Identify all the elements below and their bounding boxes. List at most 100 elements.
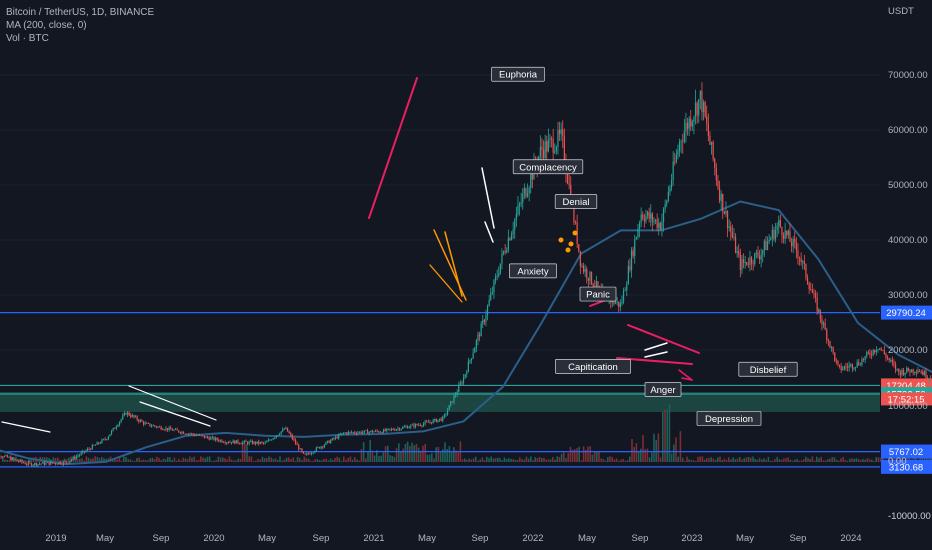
price-candle-body xyxy=(112,428,114,431)
volume-bar xyxy=(162,458,165,462)
volume-bar xyxy=(164,459,167,462)
pink-arrow-line xyxy=(681,377,693,381)
price-candle-body xyxy=(250,441,252,442)
price-candle-body xyxy=(834,352,836,361)
volume-bar xyxy=(395,448,398,462)
price-candle-body xyxy=(336,436,338,439)
price-candle-body xyxy=(210,437,212,440)
volume-bar xyxy=(120,460,123,462)
volume-bar xyxy=(681,457,684,462)
price-candle-body xyxy=(691,121,693,127)
price-candle-body xyxy=(800,258,802,262)
volume-bar xyxy=(142,459,145,462)
volume-bar xyxy=(461,459,464,462)
price-candle-body xyxy=(80,452,82,455)
price-candle-body xyxy=(318,447,321,449)
price-candle-body xyxy=(304,453,306,455)
price-candle-body xyxy=(195,435,197,437)
annotation-box xyxy=(696,411,762,426)
volume-bar xyxy=(488,458,490,462)
volume-bar xyxy=(314,459,316,462)
volume-bar xyxy=(549,459,552,462)
price-candle-body xyxy=(14,459,17,461)
price-candle-body xyxy=(35,463,37,466)
price-candle-body xyxy=(64,461,66,463)
volume-bar xyxy=(714,459,717,462)
price-candle-body xyxy=(896,368,898,370)
volume-bar xyxy=(499,458,501,462)
volume-indicator-label[interactable]: Vol · BTC xyxy=(6,33,49,44)
volume-bar xyxy=(114,458,116,462)
volume-bar xyxy=(774,459,776,462)
price-candle-body xyxy=(843,366,845,369)
price-candle-body xyxy=(280,431,282,435)
volume-bar xyxy=(565,458,567,462)
price-candle-body xyxy=(595,281,597,288)
price-candle-body xyxy=(227,442,229,444)
volume-bar xyxy=(912,456,915,462)
volume-bar xyxy=(112,459,114,462)
price-candle-body xyxy=(269,439,271,441)
volume-bar xyxy=(818,458,820,462)
price-candle-body xyxy=(165,427,167,430)
price-candle-body xyxy=(229,442,231,443)
price-candle-body xyxy=(93,445,95,446)
price-candle-body xyxy=(200,434,202,436)
ma-200-line xyxy=(0,200,932,466)
price-candle-body xyxy=(85,450,87,452)
price-tag-label: 5767.02 xyxy=(889,447,923,458)
price-candle-body xyxy=(312,452,314,454)
ma-indicator-label[interactable]: MA (200, close, 0) xyxy=(6,20,87,31)
volume-bar xyxy=(692,460,695,462)
volume-bar xyxy=(701,456,704,462)
volume-bar xyxy=(574,449,576,462)
volume-bar xyxy=(514,459,517,462)
price-candle-body xyxy=(723,211,725,214)
time-tick-label: Sep xyxy=(153,533,170,544)
price-candle-body xyxy=(416,424,418,426)
volume-bar xyxy=(690,459,693,462)
price-candle-body xyxy=(541,146,543,150)
price-candle-body xyxy=(387,428,389,430)
psychology-annotations: Euphoria Complacency Denial Anxiety Panic Cap… xyxy=(491,66,798,426)
symbol-title[interactable]: Bitcoin / TetherUS, 1D, BINANCE xyxy=(6,7,155,18)
price-candle-body xyxy=(899,371,901,375)
volume-bar xyxy=(501,460,503,462)
volume-bar xyxy=(437,446,440,462)
price-candle-body xyxy=(816,297,818,312)
volume-bar xyxy=(538,457,541,462)
price-candle-body xyxy=(149,423,151,427)
price-candle-body xyxy=(45,462,47,465)
volume-bar xyxy=(420,451,422,462)
price-candle-body xyxy=(922,372,924,375)
volume-bar xyxy=(679,431,682,462)
volume-bar xyxy=(10,457,13,462)
volume-bar xyxy=(266,458,268,462)
volume-bar xyxy=(222,457,224,462)
price-candle-body xyxy=(158,426,161,428)
price-candle-body xyxy=(379,432,381,433)
volume-bar xyxy=(725,459,728,462)
price-tick-label: 20000.00 xyxy=(888,345,928,356)
price-candle-body xyxy=(37,463,39,466)
price-candle-body xyxy=(347,431,349,435)
volume-bar xyxy=(442,449,444,462)
orange-marker-dot xyxy=(568,241,574,247)
volume-bar xyxy=(622,459,624,462)
volume-bar xyxy=(479,459,481,462)
price-candle-body xyxy=(754,253,756,264)
price-candle-body xyxy=(642,214,644,219)
volume-bar xyxy=(732,457,734,462)
price-candle-body xyxy=(243,440,245,443)
price-candle-body xyxy=(518,203,521,206)
volume-bar xyxy=(824,460,827,462)
volume-bar xyxy=(629,456,631,462)
volume-bar xyxy=(450,451,453,462)
annotation-box xyxy=(491,66,545,82)
price-candle-body xyxy=(589,271,591,281)
volume-bar xyxy=(76,459,79,462)
volume-bar xyxy=(149,458,151,462)
price-candle-body xyxy=(765,241,767,250)
price-candle-body xyxy=(842,368,844,371)
